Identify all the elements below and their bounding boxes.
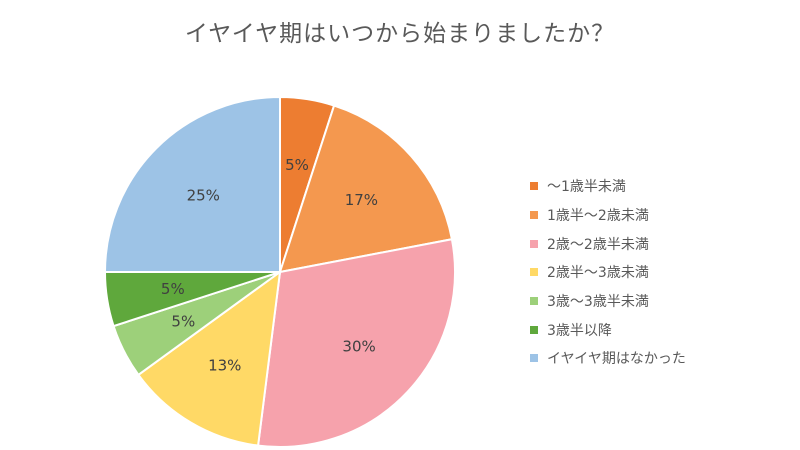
legend-swatch-1 [530, 211, 538, 220]
chart-legend: ～1歳半未満 1歳半～2歳未満 2歳～2歳半未満 2歳半～3歳未満 3歳～3歳半未満 3歳… [530, 172, 686, 373]
legend-item-2: 2歳～2歳半未満 [530, 229, 686, 258]
slice-label-6: 25% [187, 186, 220, 204]
legend-item-6: イヤイヤ期はなかった [530, 344, 686, 373]
legend-swatch-3 [530, 268, 538, 277]
legend-swatch-5 [530, 325, 538, 334]
legend-label-5: 3歳半以降 [547, 322, 612, 339]
legend-label-3: 2歳半～3歳未満 [547, 265, 649, 282]
legend-swatch-2 [530, 239, 538, 248]
legend-label-1: 1歳半～2歳未満 [547, 208, 649, 225]
chart-title: イヤイヤ期はいつから始まりましたか？ [184, 21, 616, 47]
legend-item-4: 3歳～3歳半未満 [530, 287, 686, 316]
legend-label-6: イヤイヤ期はなかった [547, 351, 686, 368]
pie-slice-1 [278, 104, 454, 274]
legend-label-4: 3歳～3歳半未満 [547, 294, 649, 311]
legend-swatch-0 [530, 182, 538, 191]
legend-swatch-6 [530, 354, 538, 363]
legend-item-5: 3歳半以降 [530, 315, 686, 344]
pie-slice-2 [256, 238, 456, 448]
legend-item-1: 1歳半～2歳未満 [530, 201, 686, 230]
pie-slice-3 [137, 269, 282, 447]
slice-label-4: 5% [171, 312, 195, 330]
legend-label-0: ～1歳半未満 [547, 179, 626, 196]
slice-label-5: 5% [161, 280, 185, 298]
legend-swatch-4 [530, 297, 538, 306]
legend-item-0: ～1歳半未満 [530, 172, 686, 201]
legend-label-2: 2歳～2歳半未満 [547, 236, 649, 253]
slice-label-3: 13% [208, 356, 241, 374]
pie-slice-6 [103, 95, 281, 273]
legend-item-3: 2歳半～3歳未満 [530, 258, 686, 287]
slice-label-2: 30% [342, 337, 375, 355]
slice-label-1: 17% [345, 191, 378, 209]
slice-label-0: 5% [285, 156, 309, 174]
